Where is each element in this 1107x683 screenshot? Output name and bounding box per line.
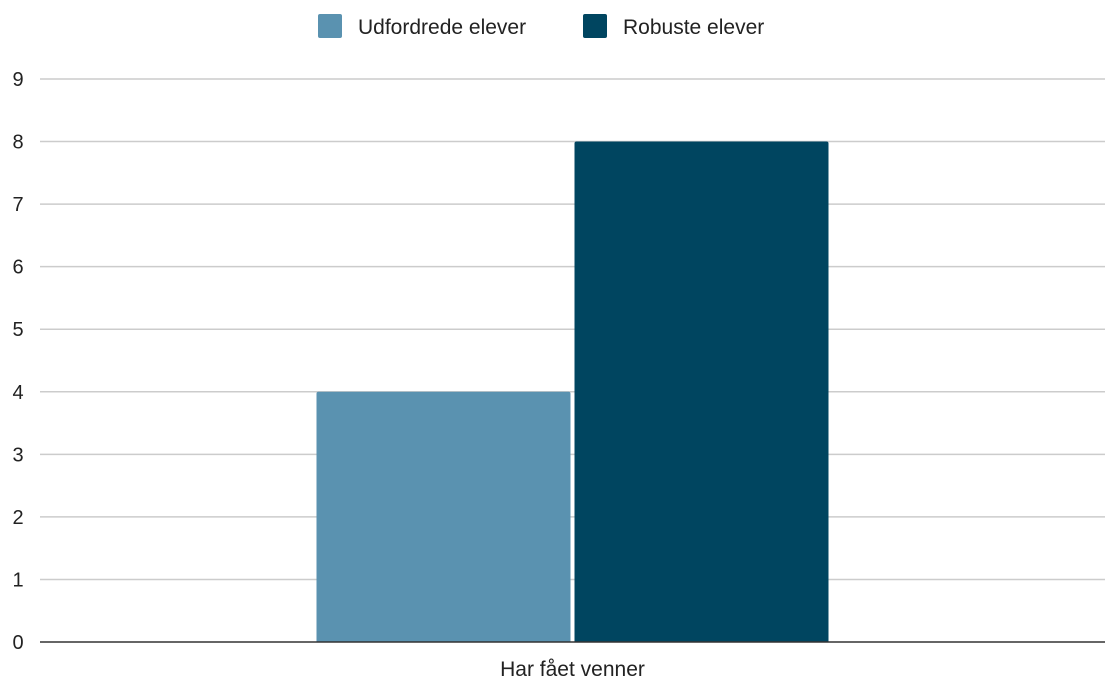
y-tick-label: 5 [12, 319, 23, 341]
x-tick-label: Har fået venner [500, 658, 645, 678]
legend-label: Robuste elever [623, 16, 764, 39]
y-tick-label: 0 [12, 632, 23, 654]
bars [316, 141, 829, 643]
y-tick-label: 1 [12, 569, 23, 591]
bar-robuste-elever [574, 141, 829, 643]
y-tick-label: 3 [12, 444, 23, 466]
gridlines [40, 78, 1105, 581]
y-tick-label: 4 [12, 382, 23, 404]
y-tick-label: 9 [12, 69, 23, 91]
legend-label: Udfordrede elever [358, 16, 526, 39]
y-tick-label: 6 [12, 257, 23, 279]
y-tick-label: 7 [12, 194, 23, 216]
bar-udfordrede-elever [316, 391, 571, 642]
x-axis: Har fået venner [40, 641, 1105, 681]
legend-swatch [318, 14, 342, 38]
y-tick-label: 2 [12, 507, 23, 529]
y-tick-label: 8 [12, 132, 23, 154]
legend: Udfordrede elever Robuste elever [318, 14, 764, 39]
y-axis: 0 1 2 3 4 5 6 7 8 9 [12, 69, 23, 654]
legend-swatch [583, 14, 607, 38]
